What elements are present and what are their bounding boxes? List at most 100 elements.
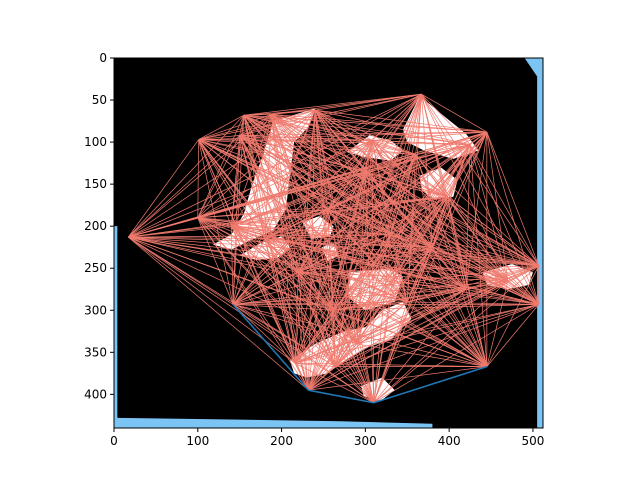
graph-edge bbox=[333, 310, 375, 403]
graph-edge bbox=[232, 234, 391, 305]
graph-edge bbox=[373, 280, 509, 404]
graph-edge bbox=[333, 310, 336, 367]
graph-edge bbox=[197, 217, 539, 267]
graph-edge bbox=[197, 135, 240, 218]
graph-edge bbox=[197, 217, 488, 367]
graph-edge bbox=[371, 140, 375, 403]
graph-edge bbox=[327, 209, 467, 290]
graph-edge bbox=[197, 217, 391, 235]
axes-frame bbox=[113, 57, 544, 429]
graph-edge bbox=[415, 94, 422, 155]
graph-edge bbox=[486, 131, 540, 305]
graph-edge bbox=[294, 154, 416, 364]
graph-edge bbox=[335, 280, 508, 367]
graph-edge bbox=[432, 246, 508, 282]
border-strip bbox=[524, 58, 543, 428]
x-tick-label: 0 bbox=[110, 434, 118, 448]
graph-edge bbox=[298, 272, 336, 367]
graph-edge bbox=[335, 304, 539, 367]
graph-edge bbox=[365, 93, 422, 172]
graph-edge bbox=[407, 301, 488, 367]
graph-edge bbox=[231, 109, 316, 227]
graph-edge bbox=[327, 154, 416, 210]
graph-edge bbox=[264, 196, 448, 240]
graph-edge bbox=[327, 209, 408, 303]
graph-edge bbox=[432, 131, 488, 248]
graph-edge bbox=[356, 343, 375, 403]
graph-edge bbox=[406, 154, 416, 302]
graph-edge bbox=[231, 196, 448, 227]
graph-edge bbox=[356, 234, 391, 345]
graph-edge bbox=[197, 154, 416, 219]
graph-edge bbox=[271, 93, 422, 115]
graph-edge bbox=[390, 234, 467, 290]
graph-edge bbox=[486, 280, 509, 367]
graph-edge bbox=[421, 93, 488, 133]
graph-edge bbox=[308, 171, 366, 391]
graph-edge bbox=[198, 139, 232, 227]
graph-edge bbox=[230, 226, 234, 305]
graph-edge bbox=[486, 131, 509, 281]
graph-edge bbox=[294, 131, 488, 364]
graph-edge bbox=[365, 171, 467, 290]
graph-edge bbox=[334, 171, 366, 367]
y-tick-label: 0 bbox=[99, 51, 107, 65]
graph-edge bbox=[231, 140, 373, 227]
graph-edge bbox=[197, 217, 234, 305]
graph-edge bbox=[231, 225, 467, 290]
graph-edge bbox=[264, 110, 316, 239]
graph-edge bbox=[314, 110, 329, 210]
graph-edge bbox=[264, 131, 488, 240]
graph-edge bbox=[197, 217, 232, 227]
graph-edge bbox=[308, 366, 487, 391]
graph-edge bbox=[128, 236, 374, 404]
graph-edge bbox=[231, 225, 375, 403]
graph-edge bbox=[197, 217, 265, 240]
graph-edge bbox=[415, 154, 448, 197]
graph-edge bbox=[406, 247, 433, 303]
graph-edge bbox=[231, 225, 391, 235]
graph-edge bbox=[294, 310, 334, 364]
graph-edge bbox=[407, 301, 539, 305]
plot-area bbox=[114, 58, 543, 428]
graph-edge bbox=[197, 140, 373, 219]
graph-edge bbox=[197, 109, 316, 219]
graph-edge bbox=[486, 131, 540, 266]
graph-edge bbox=[197, 217, 433, 248]
graph-edge bbox=[327, 209, 334, 311]
graph-edge bbox=[334, 94, 422, 367]
graph-edge bbox=[198, 114, 245, 140]
graph-edge bbox=[333, 310, 358, 345]
graph-edge bbox=[243, 115, 266, 239]
graph-edge bbox=[314, 109, 391, 235]
graph-edge bbox=[232, 304, 334, 311]
graph-edge bbox=[334, 366, 374, 404]
graph-edge bbox=[465, 288, 539, 305]
graph-edge bbox=[298, 171, 366, 273]
graph-edge bbox=[128, 236, 358, 345]
graph-edge bbox=[308, 280, 508, 391]
graph-edge bbox=[298, 272, 358, 345]
graph-edge bbox=[465, 265, 539, 290]
graph-edge bbox=[271, 114, 296, 364]
y-tick-label: 300 bbox=[84, 303, 107, 317]
x-tick-label: 100 bbox=[186, 434, 209, 448]
graph-edge bbox=[327, 93, 422, 210]
graph-edge bbox=[127, 139, 199, 238]
graph-edge bbox=[231, 225, 299, 273]
graph-edge bbox=[231, 225, 265, 240]
graph-edge bbox=[415, 144, 471, 156]
graph-edge bbox=[294, 110, 316, 364]
graph-edge bbox=[264, 238, 508, 282]
graph-edge bbox=[197, 114, 272, 218]
graph-edge bbox=[231, 93, 422, 227]
graph-edge bbox=[315, 109, 471, 145]
graph-edge bbox=[231, 225, 539, 267]
graph-edge bbox=[447, 196, 540, 305]
graph-edge bbox=[308, 144, 471, 391]
graph-edge bbox=[239, 135, 391, 235]
graph-edge bbox=[197, 217, 374, 404]
y-tick-label: 100 bbox=[84, 135, 107, 149]
graph-edge bbox=[415, 154, 433, 248]
